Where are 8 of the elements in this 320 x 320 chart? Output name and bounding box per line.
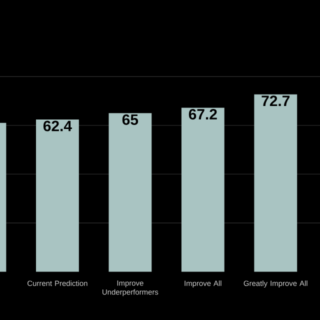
bar	[36, 120, 79, 272]
bar	[108, 113, 152, 272]
bar	[254, 94, 298, 272]
data-label: 65	[122, 114, 138, 125]
bar	[181, 108, 224, 272]
data-label: 62.4	[43, 120, 72, 132]
data-label: 72.7	[262, 96, 290, 106]
data-label: 67.2	[188, 109, 217, 120]
